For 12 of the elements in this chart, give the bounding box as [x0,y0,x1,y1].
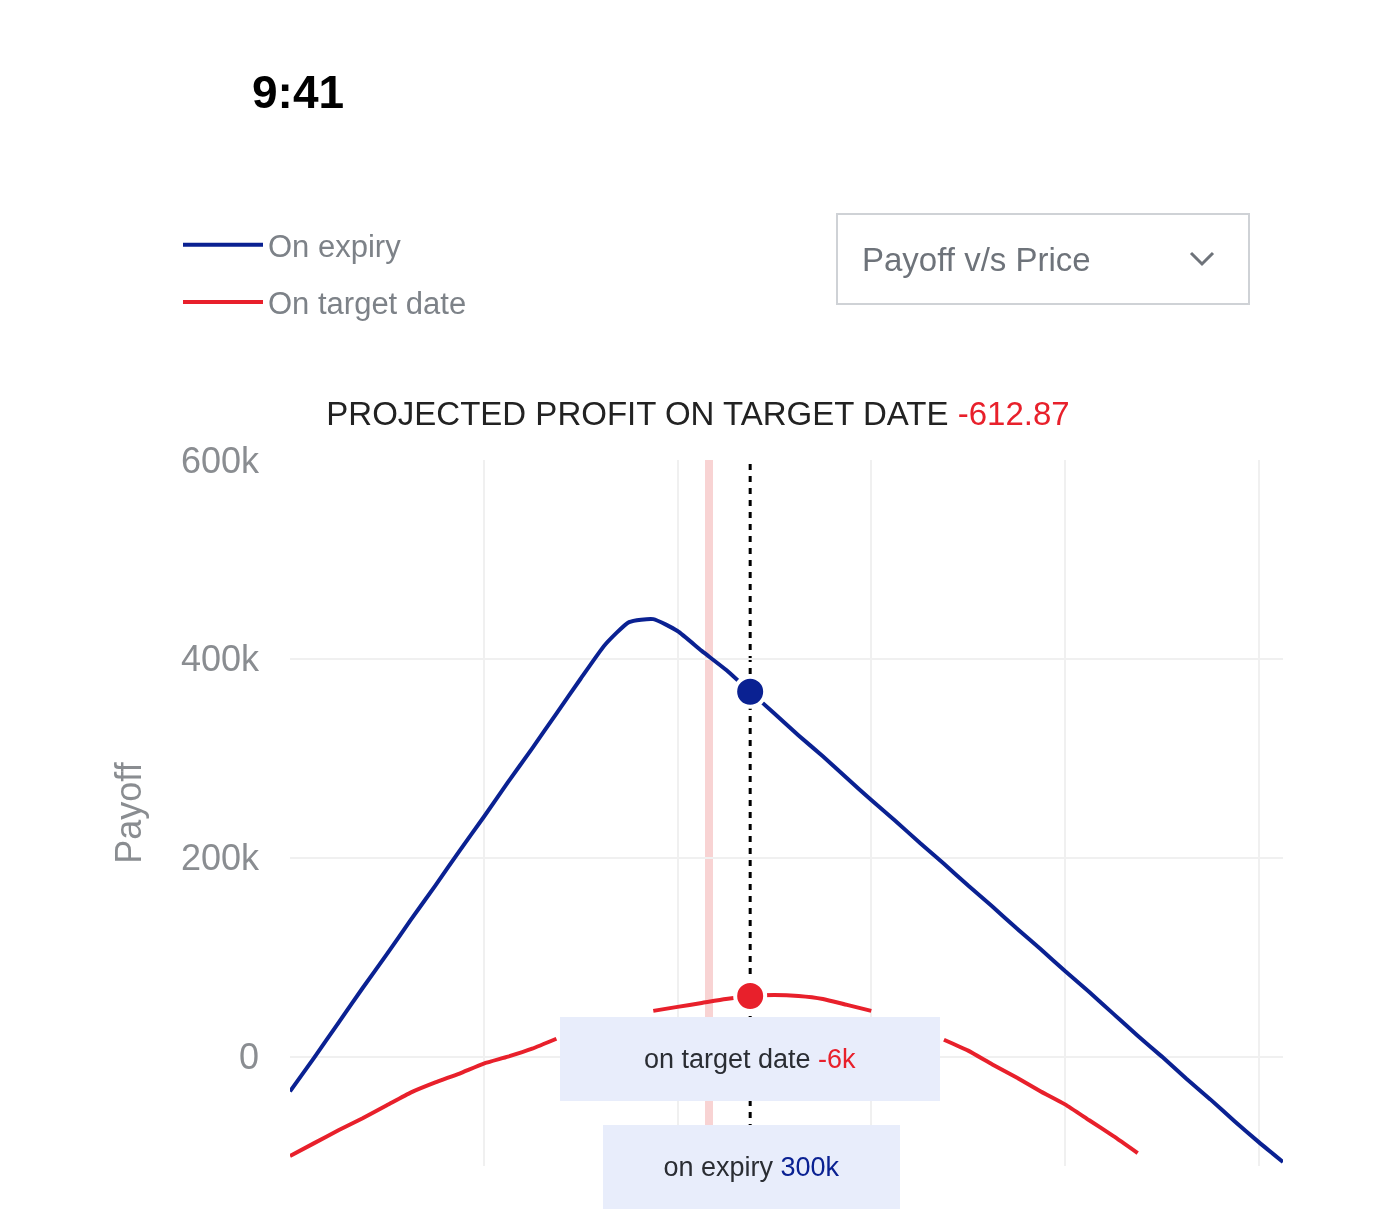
y-tick-label: 0 [238,1036,259,1078]
text: 9:41 [252,66,345,118]
chart-title: PROJECTED PROFIT ON TARGET DATE -612.87 [326,394,1070,432]
legend-label: On expiry [268,228,402,264]
y-tick-label: 200k [180,837,260,879]
annotation: on target date -6k [643,1044,857,1074]
legend-label: On target date [268,286,467,322]
y-axis-title: Payoff [107,761,149,864]
y-tick-label: 600k [180,439,260,481]
y-tick-label: 400k [180,638,260,680]
text: Payoff v/s Price [862,240,1091,278]
annotation: on expiry 300k [663,1152,840,1182]
